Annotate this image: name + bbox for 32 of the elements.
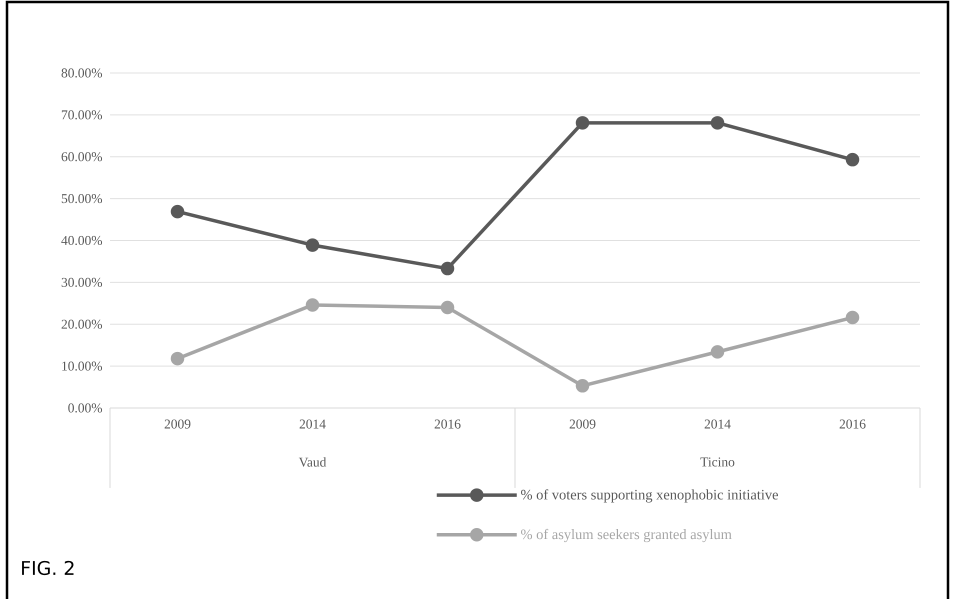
y-tick-label: 40.00%	[61, 236, 102, 246]
y-tick-label: 80.00%	[62, 68, 102, 78]
point	[440, 300, 454, 314]
x-tick-label: 2014	[300, 419, 326, 429]
y-tick-label: 20.00%	[62, 320, 102, 329]
y-tick-label: 30.00%	[62, 278, 102, 287]
x-tick-label: 2009	[164, 419, 190, 429]
point	[710, 116, 724, 130]
point	[306, 238, 320, 252]
y-tick-label: 50.00%	[62, 194, 102, 204]
y-tick-label: 70.00%	[62, 110, 102, 120]
point	[710, 345, 724, 359]
x-tick-label: 2016	[434, 419, 461, 429]
text: % of voters supporting xenophobic initiative	[521, 489, 778, 503]
text: Ticino	[700, 457, 734, 466]
caption: FIG. 2	[22, 560, 74, 576]
x-tick-label: 2009	[570, 419, 596, 429]
point	[440, 262, 454, 276]
text: Vaud	[298, 457, 326, 467]
point	[576, 116, 590, 130]
x-tick-label: 2016	[840, 419, 866, 429]
point	[846, 152, 860, 166]
point	[306, 298, 320, 312]
y-tick-label: 0.00%	[68, 403, 102, 413]
text: % of asylum seekers granted asylum	[521, 528, 732, 542]
y-tick-label: 10.00%	[62, 362, 102, 371]
x-tick-label: 2014	[704, 419, 731, 429]
y-tick-label: 60.00%	[62, 152, 102, 162]
point	[170, 204, 184, 218]
point	[846, 310, 860, 324]
point	[576, 379, 590, 393]
point	[170, 352, 184, 366]
